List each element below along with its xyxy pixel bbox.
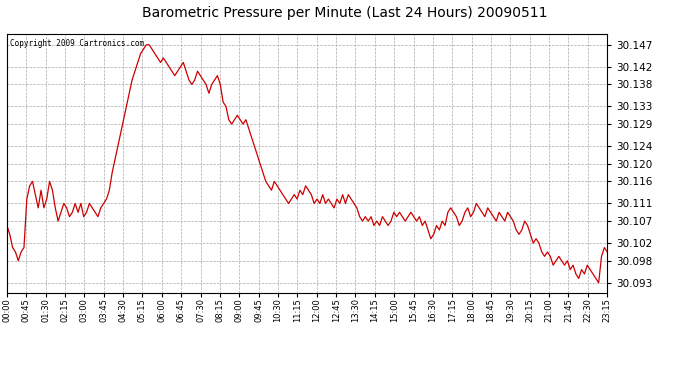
Text: Barometric Pressure per Minute (Last 24 Hours) 20090511: Barometric Pressure per Minute (Last 24 …	[142, 6, 548, 20]
Text: Copyright 2009 Cartronics.com: Copyright 2009 Cartronics.com	[10, 39, 144, 48]
